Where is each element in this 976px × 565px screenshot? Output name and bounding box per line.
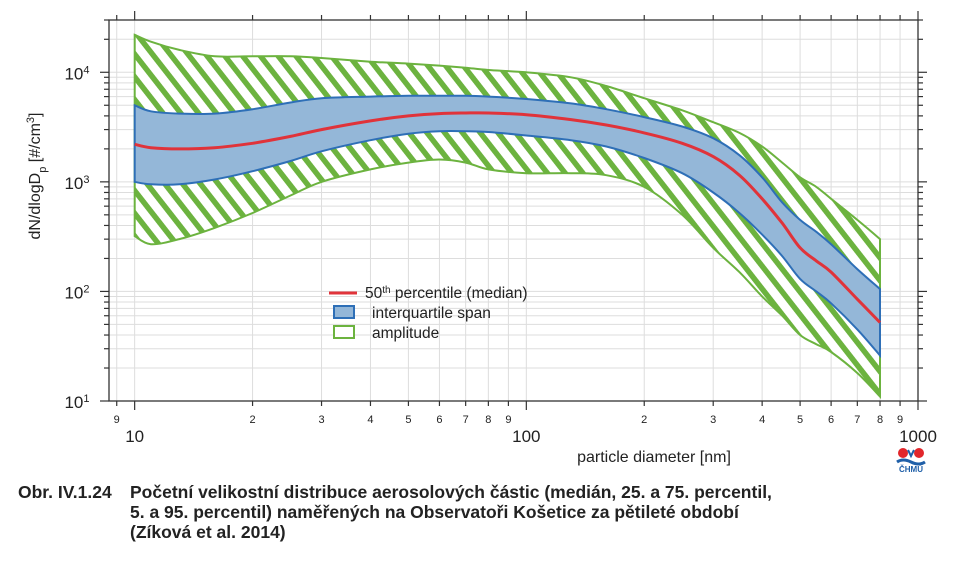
x-minor-tick-label: 9 (505, 414, 511, 426)
x-minor-tick-label: 7 (463, 414, 469, 426)
legend-median-label: 50th percentile (median) (365, 285, 528, 303)
x-minor-tick-label: 2 (249, 414, 255, 426)
caption-line-3: (Zíková et al. 2014) (130, 522, 286, 542)
x-minor-tick-label: 3 (710, 414, 716, 426)
chmu-logo-icon (896, 448, 926, 466)
x-major-tick-label: 1000 (899, 427, 937, 446)
y-major-tick-label: 102 (64, 283, 89, 302)
x-minor-tick-label: 5 (797, 414, 803, 426)
x-major-tick-label: 10 (125, 427, 144, 446)
caption-number: Obr. IV.1.24 (18, 482, 112, 502)
x-minor-tick-label: 4 (367, 414, 373, 426)
y-major-tick-label: 101 (64, 393, 89, 412)
y-major-tick-label: 104 (64, 64, 89, 83)
median-line (134, 111, 882, 324)
x-minor-tick-label: 8 (877, 414, 883, 426)
x-major-tick-label: 100 (512, 427, 540, 446)
tick-marks (100, 11, 927, 410)
legend-iqr-swatch (333, 305, 355, 319)
chmu-logo-text: ČHMÚ (899, 465, 923, 474)
chmu-logo: ČHMÚ (893, 446, 929, 478)
y-major-tick-label: 103 (64, 174, 89, 193)
x-minor-tick-label: 2 (641, 414, 647, 426)
x-minor-tick-label: 6 (828, 414, 834, 426)
legend-amplitude-label: amplitude (372, 325, 439, 342)
x-minor-tick-label: 9 (114, 414, 120, 426)
legend-amplitude-swatch (333, 325, 355, 339)
interquartile-band (133, 94, 881, 359)
x-minor-tick-label: 7 (854, 414, 860, 426)
x-minor-tick-label: 5 (405, 414, 411, 426)
y-axis-label: dN/dlogDp [#/cm3] (25, 113, 49, 240)
x-minor-tick-label: 4 (759, 414, 765, 426)
caption-line-2: 5. a 95. percentil) naměřených na Observ… (130, 502, 739, 522)
chart-area: 9 2 3 4 5 6 7 8 9 2 3 4 5 6 7 8 9 10 100 1000 101 102 103 104 p… (25, 11, 937, 466)
tick-labels: 9 2 3 4 5 6 7 8 9 2 3 4 5 6 7 8 9 10 100 1000 101 102 103 104 (64, 64, 936, 446)
x-axis-label: particle diameter [nm] (577, 449, 731, 466)
x-minor-tick-label: 9 (897, 414, 903, 426)
legend-iqr-label: interquartile span (372, 305, 491, 322)
x-minor-tick-label: 6 (436, 414, 442, 426)
x-minor-tick-label: 3 (318, 414, 324, 426)
plot-frame (108, 19, 919, 402)
caption-line-1: Početní velikostní distribuce aerosolový… (130, 482, 772, 502)
x-minor-tick-label: 8 (485, 414, 491, 426)
series-layer (133, 33, 882, 400)
figure-caption: Obr. IV.1.24 Početní velikostní distribu… (18, 482, 958, 542)
legend: 50th percentile (median) interquartile s… (329, 285, 528, 342)
